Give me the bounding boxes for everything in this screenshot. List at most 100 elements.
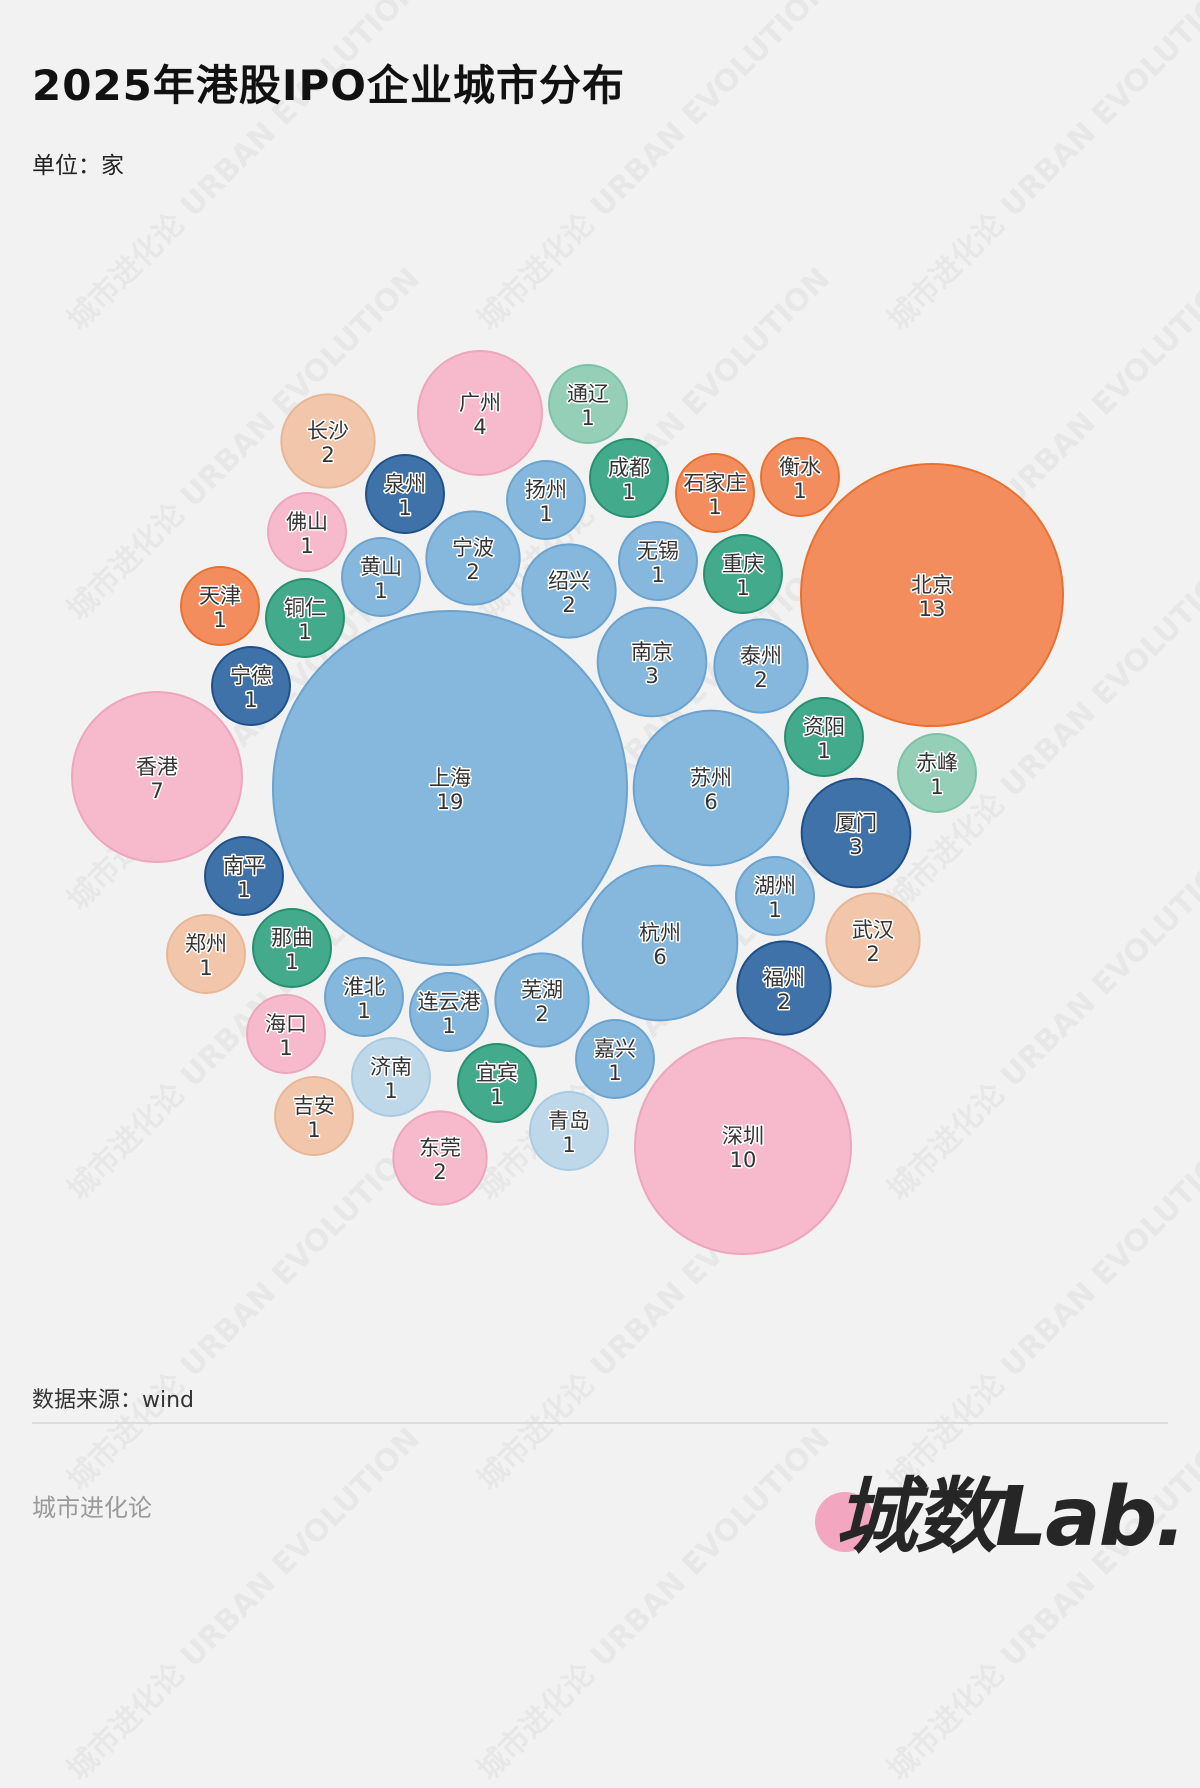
bubble-value-label: 1 [357,999,370,1023]
bubble-21: 扬州1 [506,460,586,540]
bubble-value-label: 2 [535,1002,548,1026]
bubble-circle [506,460,586,540]
bubble-circle [324,957,404,1037]
bubble-value-label: 1 [213,608,226,632]
bubble-6: 广州4 [417,350,543,476]
bubble-city-label: 湖州 [754,874,796,898]
bubble-circle [632,709,790,867]
bubble-city-label: 苏州 [690,766,732,790]
bubble-value-label: 19 [437,790,464,814]
bubble-circle [246,994,326,1074]
bubble-circle [529,1091,609,1171]
bubble-city-label: 宜宾 [476,1061,518,1085]
bubble-circle [351,1037,431,1117]
bubble-city-label: 无锡 [637,539,679,563]
bubble-15: 东莞2 [392,1110,488,1206]
bubble-value-label: 1 [285,950,298,974]
bubble-value-label: 1 [490,1085,503,1109]
bubble-20: 衡水1 [760,437,840,517]
bubble-city-label: 上海 [429,766,471,790]
bubble-16: 长沙2 [280,393,376,489]
bubble-city-label: 淮北 [343,975,385,999]
bubble-value-label: 6 [704,790,717,814]
bubble-11: 绍兴2 [521,543,617,639]
bubble-value-label: 1 [300,534,313,558]
bubble-city-label: 天津 [199,584,241,608]
bubble-circle [735,856,815,936]
bubble-value-label: 10 [730,1148,757,1172]
bubble-value-label: 2 [866,942,879,966]
bubble-city-label: 连云港 [418,990,481,1014]
bubble-city-label: 扬州 [525,478,567,502]
logo-text: 城数Lab. [835,1470,1186,1565]
bubble-value-label: 1 [608,1061,621,1085]
bubble-13: 福州2 [736,940,832,1036]
bubble-value-label: 1 [374,579,387,603]
bubble-value-label: 6 [653,945,666,969]
bubble-city-label: 成都 [608,456,650,480]
bubble-value-label: 3 [849,835,862,859]
bubble-circle [618,521,698,601]
bubble-circle [280,393,376,489]
bubble-circle [521,543,617,639]
bubble-value-label: 1 [398,496,411,520]
bubble-city-label: 嘉兴 [594,1037,636,1061]
bubble-42: 吉安1 [274,1076,354,1156]
bubble-value-label: 1 [651,563,664,587]
bubble-3: 香港7 [71,691,243,863]
bubble-value-label: 1 [442,1014,455,1038]
bubble-24: 黄山1 [341,537,421,617]
bubble-26: 重庆1 [703,534,783,614]
bubble-circle [897,733,977,813]
bubble-36: 淮北1 [324,957,404,1037]
bubble-city-label: 宁德 [230,664,272,688]
bubble-city-label: 芜湖 [521,978,563,1002]
bubble-39: 嘉兴1 [575,1019,655,1099]
bubble-circle [703,534,783,614]
bubble-city-label: 深圳 [722,1124,764,1148]
bubble-circle [252,908,332,988]
bubble-17: 通辽1 [548,364,628,444]
bubble-30: 资阳1 [784,697,864,777]
bubble-circle [265,578,345,658]
bubble-circle [274,1076,354,1156]
bubble-city-label: 石家庄 [684,471,747,495]
bubble-value-label: 1 [384,1079,397,1103]
bubble-40: 济南1 [351,1037,431,1117]
bubble-circle [494,952,590,1048]
bubble-city-label: 佛山 [286,510,328,534]
bubble-12: 芜湖2 [494,952,590,1048]
bubble-city-label: 杭州 [639,921,681,945]
bubble-value-label: 1 [307,1118,320,1142]
bubble-43: 青岛1 [529,1091,609,1171]
bubble-circle [271,609,629,967]
bubble-35: 那曲1 [252,908,332,988]
bubble-circle [365,454,445,534]
bubble-city-label: 赤峰 [916,751,958,775]
bubble-value-label: 1 [279,1036,292,1060]
bubble-city-label: 重庆 [722,552,764,576]
bubble-4: 苏州6 [632,709,790,867]
bubble-circle [457,1043,537,1123]
bubble-circle [634,1037,852,1255]
bubble-value-label: 2 [321,443,334,467]
bubble-circle [392,1110,488,1206]
bubble-value-label: 7 [150,779,163,803]
bubble-33: 南平1 [204,836,284,916]
bubble-city-label: 泉州 [384,472,426,496]
bubble-38: 海口1 [246,994,326,1074]
bubble-7: 南京3 [596,606,708,718]
bubble-value-label: 3 [645,664,658,688]
bubble-city-label: 那曲 [271,926,313,950]
bubble-8: 厦门3 [800,777,912,889]
bubble-value-label: 1 [708,495,721,519]
bubble-circle [825,892,921,988]
bubble-5: 杭州6 [581,864,739,1022]
bubble-city-label: 铜仁 [284,596,326,620]
bubble-value-label: 1 [622,480,635,504]
bubble-value-label: 1 [237,878,250,902]
bubble-city-label: 绍兴 [548,569,590,593]
